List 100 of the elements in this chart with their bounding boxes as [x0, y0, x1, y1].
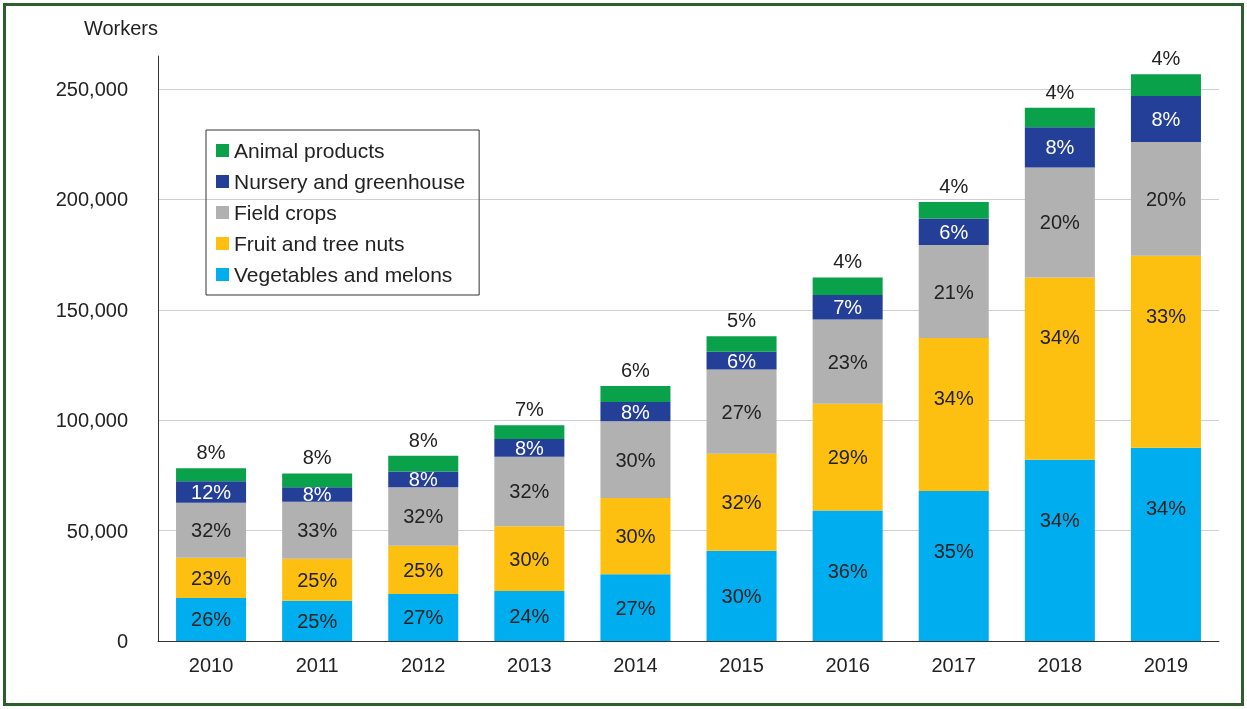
bar	[918, 338, 989, 492]
bar	[388, 455, 459, 472]
bar	[176, 502, 247, 558]
bar	[706, 336, 777, 352]
bar	[600, 497, 671, 575]
annotation: 34%	[1039, 508, 1081, 531]
x-tick-label: 2017	[931, 654, 976, 676]
y-tick-label: 50,000	[66, 519, 128, 542]
annotation: 4%	[1045, 80, 1075, 103]
legend-label: Fruit and tree nuts	[234, 232, 405, 255]
annotation: 30%	[615, 448, 656, 471]
annotation: 4%	[939, 174, 969, 197]
x-tick-label: 2012	[401, 654, 446, 676]
bar	[918, 491, 989, 641]
bar	[176, 597, 247, 641]
annotation: 8%	[302, 483, 332, 506]
y-axis-title: Workers	[83, 17, 158, 39]
bar	[918, 201, 989, 219]
annotation: 4%	[833, 250, 863, 273]
bar	[494, 456, 565, 527]
annotation: 6%	[727, 349, 757, 372]
y-tick-label: 250,000	[55, 78, 128, 101]
annotation: 27%	[615, 596, 656, 619]
annotation: 6%	[939, 220, 969, 243]
annotation: 8%	[302, 446, 332, 469]
bar	[600, 574, 671, 641]
bar	[600, 386, 671, 402]
annotation: 32%	[403, 505, 444, 528]
annotation: 8%	[514, 436, 545, 459]
x-tick-label: 2010	[188, 654, 234, 676]
bar	[918, 244, 989, 339]
annotation: 30%	[509, 547, 550, 570]
annotation: 6%	[621, 359, 651, 382]
annotation: 32%	[191, 519, 232, 542]
bar	[1130, 95, 1201, 143]
annotation: 29%	[827, 446, 868, 469]
x-tick-label: 2018	[1037, 654, 1083, 676]
annotation: 36%	[827, 559, 868, 582]
bar	[388, 545, 459, 594]
bar	[918, 218, 989, 245]
annotation: 24%	[509, 605, 550, 628]
bar	[494, 425, 565, 440]
annotation: 33%	[1145, 304, 1187, 327]
annotation: 30%	[721, 584, 762, 607]
annotation: 34%	[933, 387, 974, 410]
annotation: 25%	[297, 609, 338, 632]
annotation: 20%	[1039, 211, 1081, 234]
annotation: 30%	[615, 525, 656, 548]
legend-label: Field crops	[234, 201, 337, 224]
bar	[388, 593, 459, 641]
x-tick-label: 2016	[825, 654, 870, 676]
bar	[1130, 447, 1201, 641]
annotation: 23%	[827, 350, 868, 373]
annotation: 34%	[1145, 496, 1187, 519]
annotation: 35%	[933, 540, 974, 563]
annotation: 34%	[1039, 326, 1081, 349]
annotation: 8%	[1151, 108, 1181, 131]
annotation: 12%	[191, 480, 232, 503]
x-tick-label: 2014	[613, 654, 658, 676]
x-tick-label: 2019	[1143, 654, 1189, 676]
bar	[812, 295, 883, 320]
bar	[1024, 167, 1095, 278]
bar	[282, 501, 353, 559]
bar	[600, 421, 671, 498]
x-tick-label: 2015	[719, 654, 764, 676]
annotation: 20%	[1145, 187, 1187, 210]
annotation: 27%	[403, 606, 444, 629]
bar	[706, 453, 777, 551]
bar	[812, 319, 883, 404]
annotation: 8%	[408, 428, 438, 451]
bar	[494, 526, 565, 592]
annotation: 25%	[297, 568, 338, 591]
legend-label: Animal products	[234, 139, 385, 162]
annotation: 7%	[514, 398, 545, 421]
bar	[494, 591, 565, 641]
bar	[812, 403, 883, 511]
y-tick-label: 150,000	[55, 298, 128, 321]
bar	[706, 369, 777, 454]
bar	[176, 468, 247, 482]
annotation: 8%	[1045, 136, 1075, 159]
legend-label: Vegetables and melons	[234, 263, 453, 286]
bar	[1130, 74, 1201, 96]
annotation: 4%	[1151, 47, 1181, 70]
bar	[388, 487, 459, 546]
annotation: 23%	[191, 566, 232, 589]
bar	[1024, 107, 1095, 128]
annotation: 33%	[297, 519, 338, 542]
annotation: 7%	[833, 296, 863, 319]
bar	[1130, 255, 1201, 448]
annotation: 21%	[933, 280, 974, 303]
bar	[706, 550, 777, 641]
y-tick-label: 200,000	[55, 188, 128, 211]
y-tick-label: 0	[116, 630, 128, 652]
bar	[812, 277, 883, 296]
bar	[1130, 142, 1201, 256]
bar	[1024, 459, 1095, 641]
bar	[282, 473, 353, 488]
annotation: 27%	[721, 400, 762, 423]
annotation: 26%	[191, 608, 232, 631]
x-tick-label: 2013	[507, 654, 552, 676]
